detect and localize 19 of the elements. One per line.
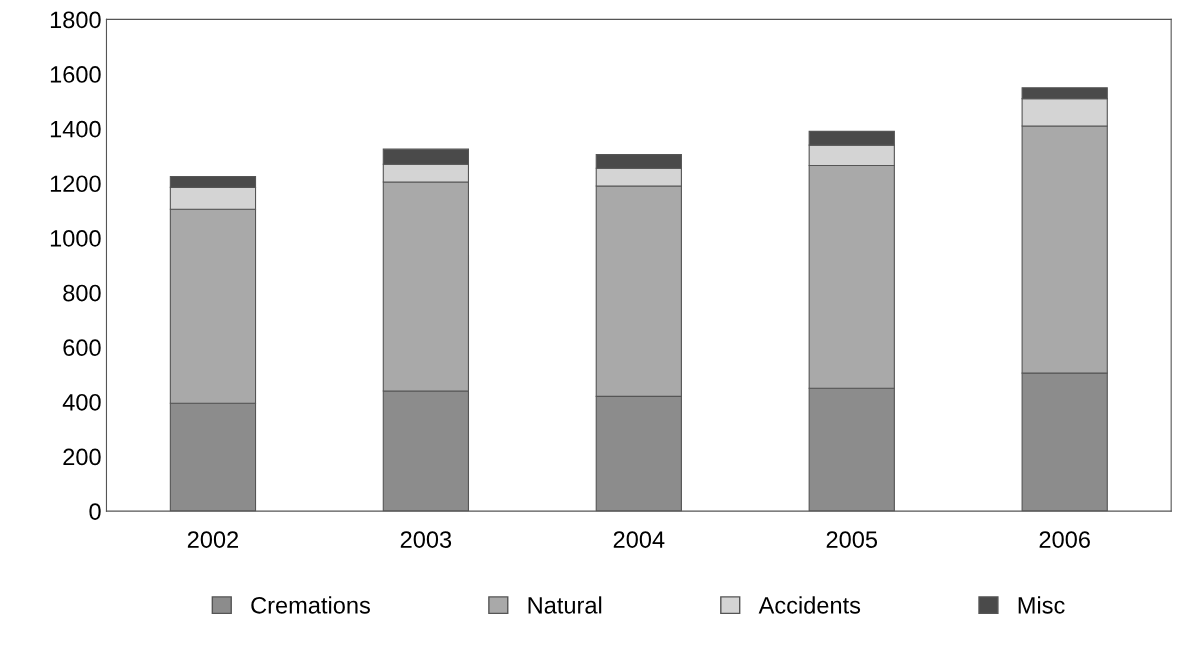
y-tick-label: 600 [63, 339, 101, 357]
y-tick-label: 0 [89, 503, 101, 520]
legend-label: Natural [528, 596, 602, 614]
y-tick-label: 200 [63, 448, 101, 466]
y-tick-label: 1800 [50, 11, 101, 29]
y-tick-label: 400 [62, 393, 101, 411]
x-tick-label: 2004 [613, 531, 665, 548]
legend-label: Accidents [758, 596, 861, 614]
legend-label: Misc [1018, 596, 1065, 614]
y-tick-label: 1200 [50, 175, 101, 193]
x-tick-label: 2005 [826, 531, 878, 548]
legend-label: Cremations [251, 596, 370, 614]
x-tick-label: 2003 [400, 531, 452, 548]
x-tick-label: 2006 [1039, 531, 1090, 548]
y-tick-label: 1600 [50, 66, 101, 83]
x-tick-label: 2002 [187, 531, 239, 548]
y-tick-label: 1400 [50, 120, 101, 138]
y-tick-label: 800 [63, 284, 101, 302]
y-tick-label: 1000 [50, 230, 101, 247]
